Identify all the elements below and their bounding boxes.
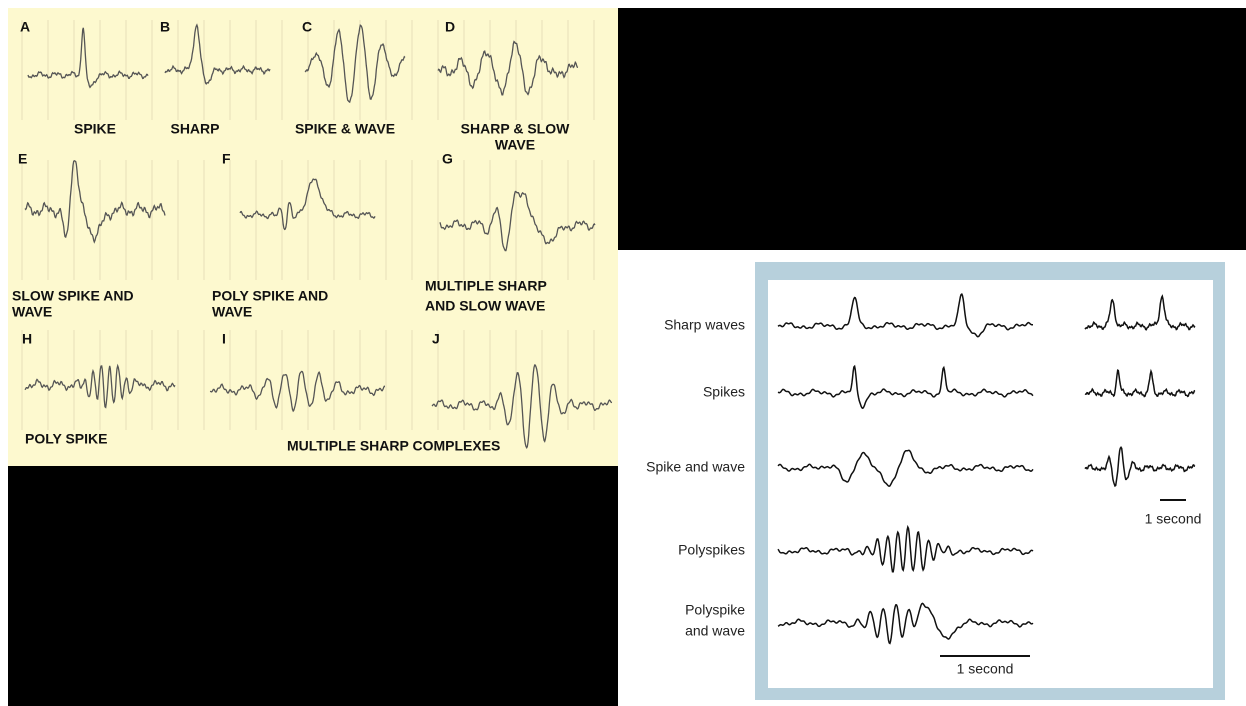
waveform <box>164 23 271 86</box>
row-label: Polyspikes <box>678 542 745 558</box>
black-area <box>618 8 1246 250</box>
waveform <box>27 27 149 89</box>
panel-letter: F <box>222 151 231 167</box>
waveform <box>437 40 579 96</box>
panel-letter: D <box>445 19 455 35</box>
panel-label: POLY SPIKE AND <box>212 288 328 304</box>
waveform <box>209 370 385 413</box>
panel-label: WAVE <box>12 304 52 320</box>
waveform <box>304 24 406 104</box>
panel-letter: C <box>302 19 312 35</box>
panel-letter: H <box>22 331 32 347</box>
waveform <box>24 363 176 409</box>
row-label: and wave <box>685 623 745 639</box>
panel-label: SHARP & SLOW <box>461 121 570 137</box>
panel-label: POLY SPIKE <box>25 431 107 447</box>
waveform <box>24 160 166 244</box>
row-label: Spike and wave <box>646 459 745 475</box>
panel-label: SHARP <box>170 121 219 137</box>
waveform <box>1084 368 1196 398</box>
black-area <box>8 466 618 706</box>
waveform <box>777 449 1034 487</box>
panel-letter: A <box>20 19 30 35</box>
waveform <box>777 524 1034 573</box>
scale-label: 1 second <box>1145 511 1202 527</box>
waveform <box>777 602 1034 645</box>
panel-label: MULTIPLE SHARP <box>425 278 547 294</box>
row-label: Spikes <box>703 384 745 400</box>
right-figure-inner <box>768 280 1213 688</box>
row-label: Polyspike <box>685 602 745 618</box>
panel-label: SPIKE <box>74 121 116 137</box>
row-label: Sharp waves <box>664 317 745 333</box>
panel-letter: G <box>442 151 453 167</box>
waveform <box>439 190 596 252</box>
panel-letter: I <box>222 331 226 347</box>
waveform <box>1084 294 1196 331</box>
panel-label: WAVE <box>212 304 252 320</box>
panel-label: SPIKE & WAVE <box>295 121 395 137</box>
waveform <box>777 292 1033 338</box>
panel-label: SLOW SPIKE AND <box>12 288 134 304</box>
panel-label: WAVE <box>495 137 535 153</box>
waveform <box>431 364 613 450</box>
panel-label: AND SLOW WAVE <box>425 298 545 314</box>
waveforms <box>24 23 1196 645</box>
panel-letter: E <box>18 151 27 167</box>
scale-label: 1 second <box>957 661 1014 677</box>
waveform <box>239 178 376 231</box>
panel-gridlines <box>21 20 595 430</box>
waveform <box>1084 445 1196 488</box>
waveform <box>777 364 1034 410</box>
shared-label: MULTIPLE SHARP COMPLEXES <box>287 438 500 454</box>
panel-letter: J <box>432 331 440 347</box>
panel-letter: B <box>160 19 170 35</box>
